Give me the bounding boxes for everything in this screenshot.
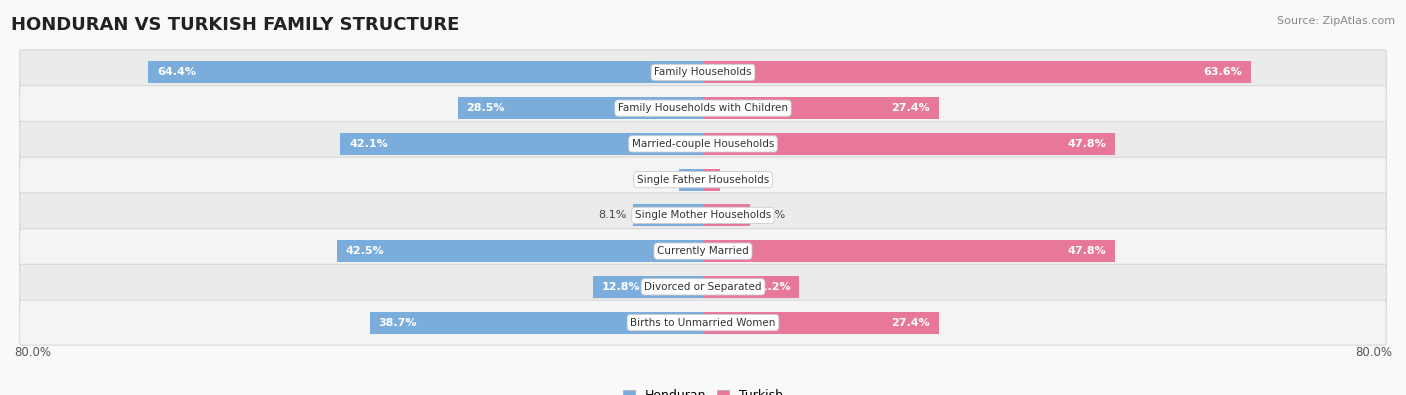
Text: 64.4%: 64.4% xyxy=(157,68,195,77)
Text: Family Households: Family Households xyxy=(654,68,752,77)
Bar xyxy=(703,97,939,119)
Bar xyxy=(703,276,800,298)
Text: 80.0%: 80.0% xyxy=(1355,346,1392,359)
Bar xyxy=(703,61,1251,83)
Bar xyxy=(679,169,703,191)
Legend: Honduran, Turkish: Honduran, Turkish xyxy=(617,384,789,395)
Text: 80.0%: 80.0% xyxy=(14,346,51,359)
Text: 28.5%: 28.5% xyxy=(467,103,505,113)
Text: 47.8%: 47.8% xyxy=(1067,246,1107,256)
Text: Single Father Households: Single Father Households xyxy=(637,175,769,184)
FancyBboxPatch shape xyxy=(20,264,1386,309)
Text: 11.2%: 11.2% xyxy=(752,282,790,292)
Text: 5.5%: 5.5% xyxy=(758,211,786,220)
Text: 63.6%: 63.6% xyxy=(1204,68,1241,77)
Text: Family Households with Children: Family Households with Children xyxy=(619,103,787,113)
Text: 42.5%: 42.5% xyxy=(346,246,384,256)
FancyBboxPatch shape xyxy=(20,157,1386,202)
Bar xyxy=(340,133,703,155)
FancyBboxPatch shape xyxy=(20,300,1386,345)
FancyBboxPatch shape xyxy=(20,50,1386,95)
Bar xyxy=(703,240,1115,262)
FancyBboxPatch shape xyxy=(20,86,1386,131)
Text: 38.7%: 38.7% xyxy=(378,318,416,327)
Text: 42.1%: 42.1% xyxy=(349,139,388,149)
Bar xyxy=(703,169,720,191)
Text: 2.8%: 2.8% xyxy=(644,175,672,184)
Text: 12.8%: 12.8% xyxy=(602,282,640,292)
Text: Divorced or Separated: Divorced or Separated xyxy=(644,282,762,292)
Text: Currently Married: Currently Married xyxy=(657,246,749,256)
Text: Married-couple Households: Married-couple Households xyxy=(631,139,775,149)
FancyBboxPatch shape xyxy=(20,229,1386,274)
Bar xyxy=(633,204,703,226)
Bar xyxy=(457,97,703,119)
Text: 27.4%: 27.4% xyxy=(891,103,931,113)
Bar xyxy=(593,276,703,298)
Bar xyxy=(703,204,751,226)
FancyBboxPatch shape xyxy=(20,193,1386,238)
Text: 8.1%: 8.1% xyxy=(598,211,626,220)
Bar xyxy=(703,312,939,334)
Text: Single Mother Households: Single Mother Households xyxy=(636,211,770,220)
Text: Source: ZipAtlas.com: Source: ZipAtlas.com xyxy=(1277,16,1395,26)
FancyBboxPatch shape xyxy=(20,121,1386,166)
Bar xyxy=(703,133,1115,155)
Text: 27.4%: 27.4% xyxy=(891,318,931,327)
Text: HONDURAN VS TURKISH FAMILY STRUCTURE: HONDURAN VS TURKISH FAMILY STRUCTURE xyxy=(11,16,460,34)
Bar xyxy=(149,61,703,83)
Text: 2.0%: 2.0% xyxy=(727,175,755,184)
Text: Births to Unmarried Women: Births to Unmarried Women xyxy=(630,318,776,327)
Bar xyxy=(337,240,703,262)
Bar xyxy=(370,312,703,334)
Text: 47.8%: 47.8% xyxy=(1067,139,1107,149)
